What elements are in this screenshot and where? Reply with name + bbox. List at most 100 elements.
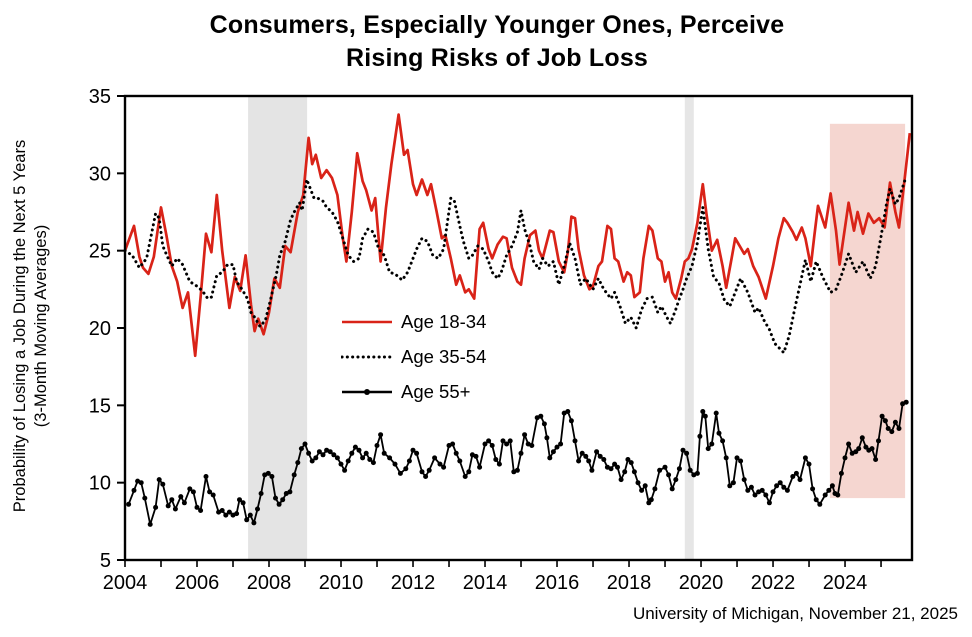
series-age-55--marker	[846, 441, 852, 447]
series-age-55--marker	[589, 467, 595, 473]
series-age-55--marker	[397, 470, 403, 476]
series-age-55--marker	[450, 441, 456, 447]
series-age-55--marker	[327, 449, 333, 455]
x-tick-label: 2024	[823, 572, 868, 594]
series-age-55--marker	[745, 487, 751, 493]
series-age-55--marker	[642, 483, 648, 489]
series-age-55--marker	[291, 472, 297, 478]
series-age-55--marker	[453, 450, 459, 456]
series-age-55--marker	[657, 467, 663, 473]
series-age-18-34	[123, 113, 912, 358]
series-age-55--marker	[734, 455, 740, 461]
x-tick-label: 2014	[463, 572, 508, 594]
series-age-55--marker	[802, 455, 808, 461]
series-age-55--marker	[142, 495, 148, 501]
series-age-55--marker	[203, 474, 209, 479]
series-age-55--marker	[622, 469, 628, 475]
recession-2008-band	[248, 96, 308, 560]
series-age-55--marker	[486, 438, 492, 444]
series-age-55--marker	[181, 500, 187, 506]
series-age-55--marker	[697, 433, 703, 439]
series-age-55--marker	[378, 432, 384, 438]
series-age-55--marker	[579, 450, 585, 456]
series-age-55--marker	[437, 461, 443, 467]
series-age-55--marker	[482, 441, 488, 447]
chart-title-line2: Rising Risks of Job Loss	[345, 44, 649, 72]
series-age-55--marker	[790, 474, 796, 479]
series-age-55--marker	[504, 441, 510, 447]
series-age-55--marker	[172, 506, 178, 512]
series-age-55--marker	[255, 506, 260, 512]
x-tick-label: 2006	[175, 572, 220, 594]
series-age-55--marker	[269, 474, 275, 479]
series-age-55--marker	[477, 464, 483, 470]
source-note: University of Michigan, November 21, 202…	[632, 604, 958, 623]
series-age-55--marker	[518, 450, 524, 456]
y-tick-label: 35	[89, 86, 111, 108]
series-age-55--marker	[763, 492, 769, 498]
y-tick-label: 10	[89, 473, 111, 495]
y-tick-label: 15	[89, 395, 111, 417]
series-age-55--marker	[419, 469, 425, 475]
series-age-55--marker	[280, 497, 286, 503]
series-age-55--marker	[187, 486, 193, 492]
series-age-55--marker	[885, 426, 891, 431]
series-age-55--marker	[625, 457, 631, 462]
series-age-55--marker	[705, 446, 711, 452]
x-tick-label: 2016	[535, 572, 580, 594]
series-age-55-	[127, 401, 907, 526]
series-age-55--marker	[320, 452, 326, 458]
series-age-55--marker	[547, 455, 553, 461]
series-age-55--marker	[759, 487, 765, 493]
series-age-55--marker	[652, 486, 658, 492]
series-age-55--marker	[309, 458, 315, 464]
series-age-55--marker	[873, 457, 879, 462]
series-age-55--marker	[198, 508, 204, 513]
series-age-55--marker	[856, 446, 862, 452]
series-age-55--marker	[370, 460, 376, 466]
series-age-55--marker	[889, 429, 895, 435]
series-age-55--marker	[219, 508, 225, 513]
series-age-55--marker	[529, 443, 535, 448]
series-age-55--marker	[207, 489, 213, 495]
series-age-55--marker	[684, 450, 690, 456]
series-age-55--marker	[126, 501, 132, 507]
recent-highlight-band	[829, 123, 906, 499]
series-age-55--marker	[423, 474, 429, 479]
series-age-55--marker	[258, 491, 264, 496]
series-age-55--marker	[793, 470, 799, 476]
series-age-55--marker	[302, 441, 308, 447]
series-age-55--marker	[298, 446, 304, 452]
series-age-55--marker	[741, 477, 747, 483]
series-age-55--marker	[859, 435, 865, 441]
series-age-55--marker	[781, 484, 787, 490]
x-tick-label: 2022	[751, 572, 796, 594]
chart-title-line1: Consumers, Especially Younger Ones, Perc…	[209, 11, 785, 39]
series-age-55--marker	[153, 504, 159, 510]
series-age-55--marker	[363, 450, 369, 456]
series-age-55--marker	[331, 452, 337, 458]
series-age-55--marker	[165, 503, 171, 509]
series-age-55--marker	[223, 512, 229, 518]
legend-line-sample	[340, 355, 394, 358]
series-age-55--marker	[251, 520, 257, 526]
legend-item-age-35-54: Age 35-54	[340, 344, 486, 369]
series-age-55--marker	[635, 480, 641, 486]
series-age-55--marker	[374, 443, 380, 448]
series-age-55--marker	[597, 453, 603, 459]
series-age-55--marker	[810, 486, 816, 492]
legend-item-age-55-plus: Age 55+	[341, 379, 486, 404]
chart-title: Consumers, Especially Younger Ones, Perc…	[11, 9, 972, 75]
series-age-55--marker	[680, 447, 686, 453]
series-age-55--marker	[568, 418, 574, 424]
series-age-55--marker	[147, 521, 153, 527]
x-tick-label: 2010	[319, 572, 364, 594]
legend-item-age-18-34: Age 18-34	[341, 309, 486, 334]
series-age-55--marker	[631, 469, 637, 475]
series-age-55--marker	[713, 410, 719, 416]
series-age-55--marker	[797, 477, 803, 483]
series-age-55--marker	[618, 477, 624, 483]
series-age-55--marker	[441, 464, 447, 470]
